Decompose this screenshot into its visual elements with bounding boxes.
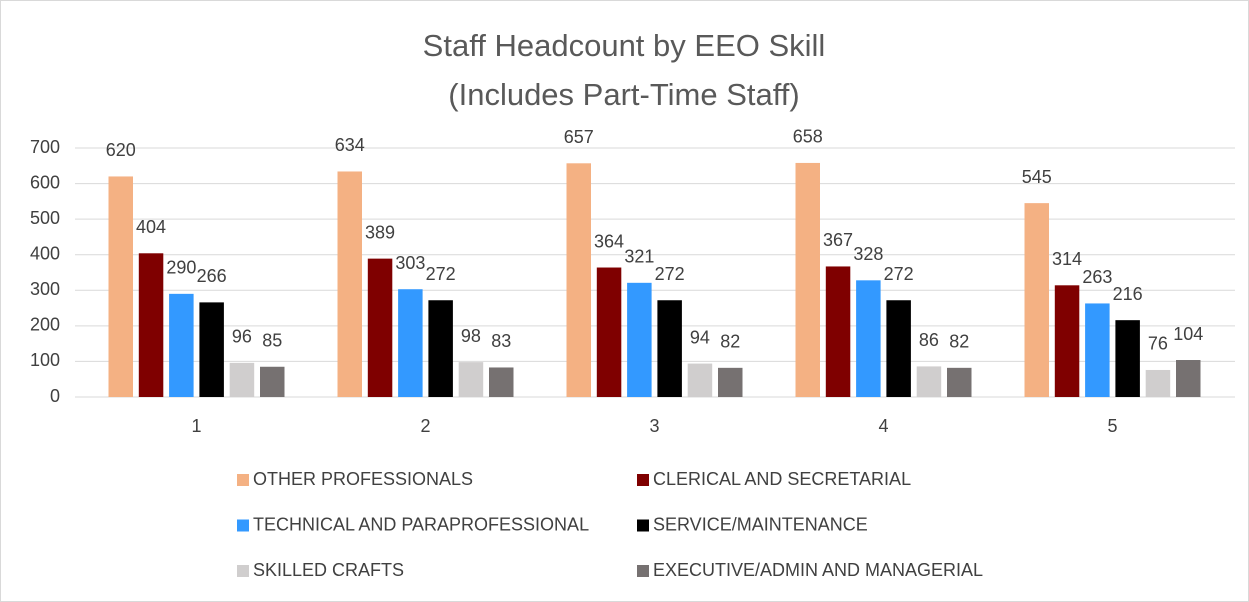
data-label: 104	[1173, 324, 1203, 344]
bar	[947, 367, 972, 397]
bar	[566, 163, 591, 397]
bar	[1115, 320, 1140, 397]
legend-swatch	[637, 474, 649, 486]
x-tick-label: 2	[420, 416, 430, 436]
y-tick-label: 500	[30, 208, 60, 228]
data-label: 321	[624, 247, 654, 267]
data-label: 85	[262, 331, 282, 351]
data-label: 658	[793, 127, 823, 147]
bar	[108, 176, 133, 397]
data-label: 83	[491, 331, 511, 351]
legend-label: SERVICE/MAINTENANCE	[653, 514, 868, 534]
bar	[169, 293, 194, 397]
data-label: 389	[365, 222, 395, 242]
bar	[795, 162, 820, 397]
bar	[627, 282, 652, 397]
legend-swatch	[237, 565, 249, 577]
legend-swatch	[637, 519, 649, 532]
bar	[337, 171, 362, 397]
bar	[260, 366, 285, 397]
legend-label: CLERICAL AND SECRETARIAL	[653, 469, 911, 489]
bar	[489, 367, 514, 397]
data-label: 86	[919, 330, 939, 350]
data-label: 263	[1082, 267, 1112, 287]
bar	[199, 302, 224, 397]
bar	[687, 363, 713, 397]
x-tick-label: 3	[649, 416, 659, 436]
x-tick-label: 1	[191, 416, 201, 436]
data-label: 634	[335, 135, 365, 155]
data-label: 314	[1052, 249, 1082, 269]
y-tick-label: 400	[30, 243, 60, 263]
legend-label: SKILLED CRAFTS	[253, 560, 404, 580]
bar	[367, 258, 393, 397]
data-label: 328	[853, 244, 883, 264]
data-label: 303	[395, 253, 425, 273]
bar	[916, 366, 942, 397]
bar	[657, 300, 682, 397]
data-label: 94	[690, 327, 710, 347]
y-tick-label: 100	[30, 350, 60, 370]
legend-swatch	[237, 519, 249, 532]
data-label: 266	[197, 266, 227, 286]
legend-label: TECHNICAL AND PARAPROFESSIONAL	[253, 514, 589, 534]
legend-swatch	[237, 474, 249, 486]
legend-label: EXECUTIVE/ADMIN AND MANAGERIAL	[653, 560, 983, 580]
data-label: 272	[884, 264, 914, 284]
bar	[428, 300, 453, 397]
data-label: 364	[594, 231, 624, 251]
y-tick-label: 700	[30, 137, 60, 157]
bar	[458, 362, 484, 397]
x-tick-label: 5	[1107, 416, 1117, 436]
bar	[1145, 369, 1171, 397]
data-label: 96	[232, 327, 252, 347]
data-label: 272	[426, 264, 456, 284]
bar	[718, 367, 743, 397]
y-tick-label: 0	[50, 386, 60, 406]
data-label: 404	[136, 217, 166, 237]
legend-label: OTHER PROFESSIONALS	[253, 469, 473, 489]
data-label: 82	[720, 332, 740, 352]
bar	[856, 280, 881, 397]
bar	[825, 266, 851, 397]
bar	[596, 267, 622, 397]
bar	[1054, 285, 1080, 397]
bar	[1085, 303, 1110, 397]
x-tick-label: 4	[878, 416, 888, 436]
y-tick-label: 200	[30, 315, 60, 335]
data-label: 290	[166, 258, 196, 278]
y-tick-label: 600	[30, 172, 60, 192]
bar	[229, 362, 255, 397]
legend-swatch	[637, 565, 649, 577]
data-label: 620	[106, 140, 136, 160]
data-label: 216	[1113, 284, 1143, 304]
data-label: 272	[655, 264, 685, 284]
data-label: 98	[461, 326, 481, 346]
data-label: 82	[949, 332, 969, 352]
bar	[138, 253, 164, 397]
bar	[1024, 203, 1049, 397]
chart-title: Staff Headcount by EEO Skill	[423, 28, 826, 63]
data-label: 367	[823, 230, 853, 250]
data-label: 76	[1148, 334, 1168, 354]
bar	[398, 289, 423, 397]
chart-subtitle: (Includes Part-Time Staff)	[448, 77, 799, 112]
data-label: 545	[1022, 167, 1052, 187]
bar	[1176, 360, 1201, 397]
y-tick-label: 300	[30, 279, 60, 299]
data-label: 657	[564, 127, 594, 147]
bar	[886, 300, 911, 397]
